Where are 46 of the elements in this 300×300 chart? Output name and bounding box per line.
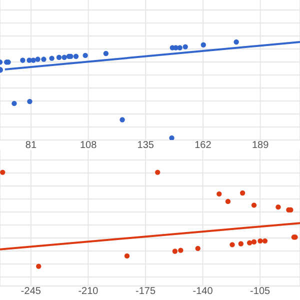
- point: [178, 248, 184, 253]
- x-tick-label: 108: [80, 140, 98, 152]
- point: [12, 100, 17, 106]
- point: [62, 54, 67, 60]
- point: [238, 241, 244, 246]
- point: [56, 54, 62, 60]
- x-tick-label: -105: [250, 286, 271, 298]
- point: [200, 42, 206, 48]
- x-tick-label: -175: [135, 286, 156, 298]
- point: [258, 238, 263, 244]
- x-tick-label: 135: [137, 140, 154, 152]
- point: [36, 264, 42, 269]
- x-tick-label: 189: [252, 140, 270, 152]
- x-tick-label: -140: [192, 286, 214, 298]
- point: [246, 240, 252, 246]
- point: [182, 44, 188, 50]
- point: [177, 45, 182, 50]
- point: [251, 202, 257, 208]
- point: [103, 50, 109, 56]
- x-tick-label: 162: [194, 140, 212, 152]
- point: [216, 191, 222, 197]
- point: [251, 239, 257, 244]
- point: [20, 58, 26, 63]
- point: [27, 98, 32, 104]
- point: [240, 190, 246, 196]
- point: [35, 56, 40, 62]
- point: [124, 253, 130, 259]
- point: [41, 56, 46, 62]
- point: [172, 248, 178, 254]
- point: [234, 39, 239, 45]
- point: [0, 170, 6, 175]
- point: [155, 170, 160, 175]
- point: [30, 58, 36, 63]
- point: [276, 204, 281, 210]
- x-tick-label: -210: [78, 286, 99, 298]
- point: [169, 135, 174, 140]
- point: [120, 117, 125, 122]
- point: [49, 56, 54, 61]
- point: [230, 242, 235, 248]
- point: [82, 52, 88, 58]
- x-tick-label: -245: [20, 286, 42, 298]
- point: [73, 54, 79, 59]
- x-tick-label: 81: [25, 140, 37, 152]
- point: [262, 238, 268, 244]
- point: [195, 246, 200, 252]
- point: [225, 198, 231, 204]
